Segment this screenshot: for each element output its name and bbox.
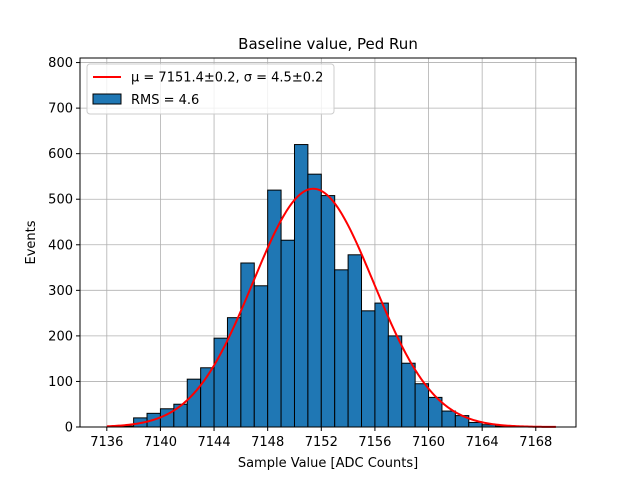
histogram-bar bbox=[240, 262, 255, 428]
legend-fit-label: μ = 7151.4±0.2, σ = 4.5±0.2 bbox=[131, 71, 323, 86]
histogram-bar bbox=[293, 144, 309, 428]
gaussian-fit-curve bbox=[106, 187, 556, 428]
chart-title: Baseline value, Ped Run bbox=[238, 35, 418, 53]
histogram-bar bbox=[361, 310, 376, 428]
axes-frame bbox=[79, 57, 577, 428]
legend-box bbox=[86, 63, 335, 115]
legend-rms-swatch bbox=[92, 93, 122, 105]
y-tick-label: 100 bbox=[48, 375, 73, 390]
x-axis-title: Sample Value [ADC Counts] bbox=[238, 456, 418, 471]
legend-rms-label: RMS = 4.6 bbox=[131, 93, 199, 108]
x-tick-label: 7148 bbox=[251, 435, 284, 450]
x-tick-label: 7168 bbox=[519, 435, 552, 450]
y-tick-label: 200 bbox=[48, 329, 73, 344]
histogram-bar bbox=[347, 254, 363, 428]
histogram-bar bbox=[374, 302, 389, 428]
histogram-bar bbox=[320, 195, 336, 428]
y-axis-title: Events bbox=[24, 220, 39, 264]
x-tick-label: 7156 bbox=[358, 435, 391, 450]
y-tick-label: 700 bbox=[48, 102, 73, 117]
histogram-bars bbox=[119, 144, 510, 428]
x-tick-label: 7144 bbox=[198, 435, 231, 450]
histogram-bar bbox=[307, 173, 322, 428]
histogram-bar bbox=[401, 362, 416, 428]
x-tick-label: 7136 bbox=[90, 435, 123, 450]
histogram-bar bbox=[173, 403, 188, 428]
y-tick-label: 0 bbox=[65, 421, 73, 436]
legend: μ = 7151.4±0.2, σ = 4.5±0.2 RMS = 4.6 bbox=[86, 63, 335, 115]
histogram-bar bbox=[468, 421, 483, 428]
x-tick-label: 7164 bbox=[466, 435, 499, 450]
axis-ticks: 7136 7140 7144 7148 7152 7156 7160 7164 7168 0 100… bbox=[48, 56, 552, 450]
histogram-bar bbox=[387, 335, 403, 428]
histogram-bar bbox=[280, 239, 295, 428]
x-tick-label: 7160 bbox=[412, 435, 445, 450]
x-tick-label: 7152 bbox=[305, 435, 338, 450]
histogram-bar bbox=[414, 383, 430, 428]
histogram-bar bbox=[441, 410, 456, 428]
y-tick-label: 500 bbox=[48, 193, 73, 208]
y-tick-label: 300 bbox=[48, 284, 73, 299]
histogram-bar bbox=[334, 269, 349, 428]
x-tick-label: 7140 bbox=[144, 435, 177, 450]
y-tick-label: 400 bbox=[48, 238, 73, 253]
y-tick-label: 600 bbox=[48, 147, 73, 162]
histogram-bar bbox=[253, 285, 269, 428]
y-tick-label: 800 bbox=[48, 56, 73, 71]
